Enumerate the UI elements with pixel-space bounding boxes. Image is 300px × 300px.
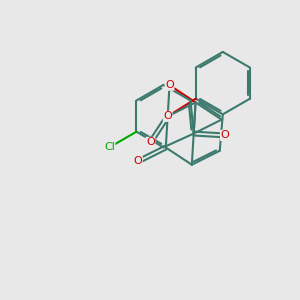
Text: O: O xyxy=(165,80,174,90)
Text: O: O xyxy=(220,130,229,140)
Text: Cl: Cl xyxy=(104,142,115,152)
Text: O: O xyxy=(163,111,172,122)
Text: O: O xyxy=(134,157,142,166)
Text: O: O xyxy=(146,137,155,147)
